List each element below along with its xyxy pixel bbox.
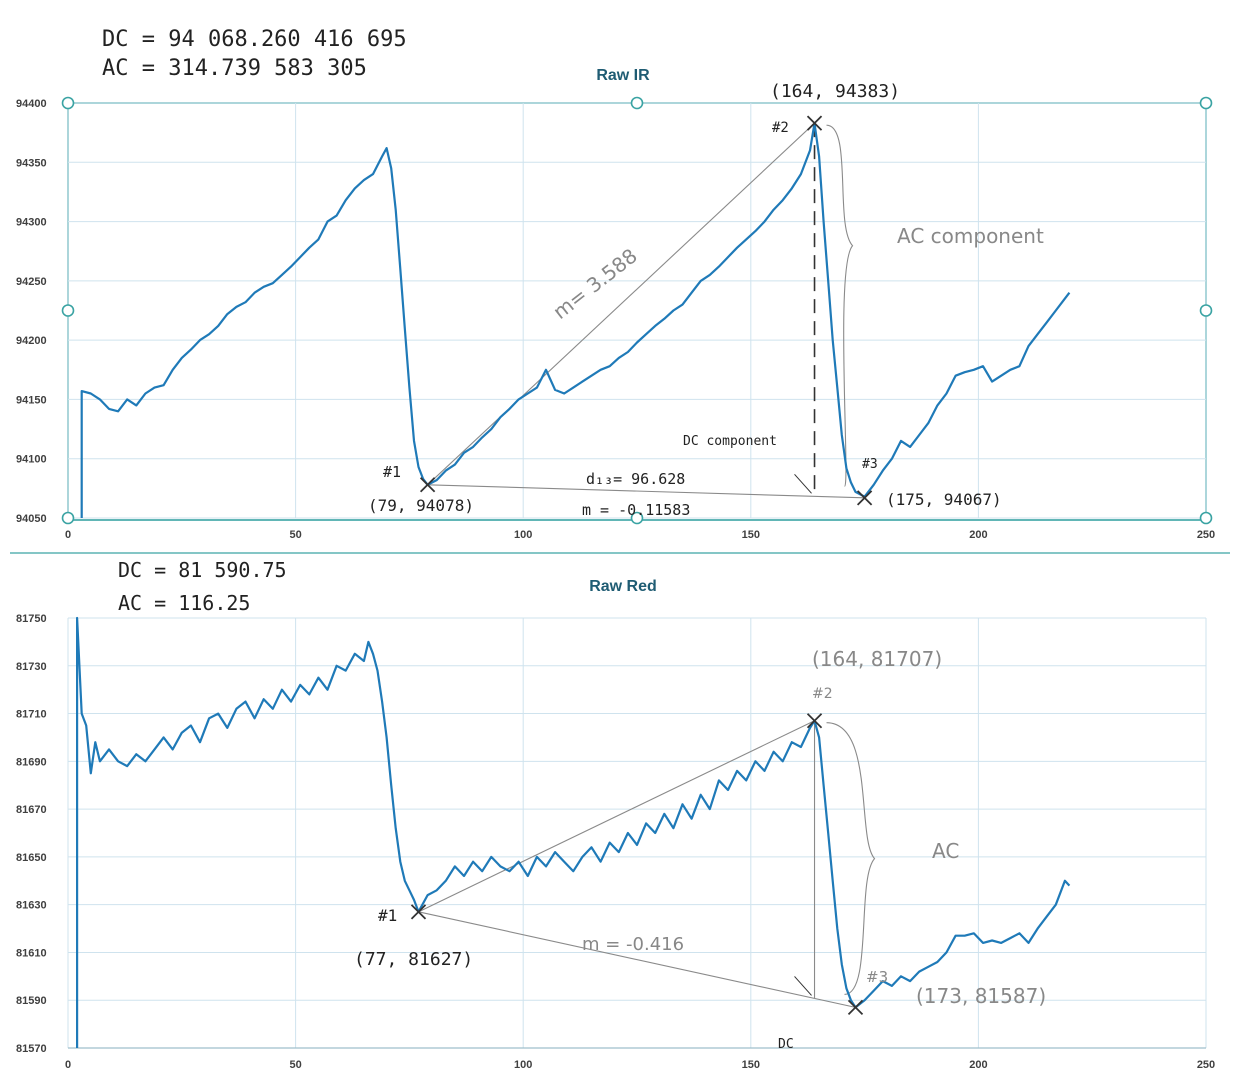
red-x-tick-label: 150 bbox=[742, 1059, 760, 1071]
red-point2-label: #2 bbox=[812, 686, 833, 702]
ir-x-tick-label: 150 bbox=[742, 529, 760, 541]
ir-y-tick-label: 94050 bbox=[16, 513, 47, 525]
red-point-marks bbox=[410, 713, 864, 1016]
ir-y-tick-label: 94200 bbox=[16, 335, 47, 347]
red-y-tick-label: 81590 bbox=[16, 995, 47, 1007]
red-chart: 81570 81590 81610 81630 81650 81670 81690 81710… bbox=[10, 552, 1230, 1071]
red-x-tick-label: 0 bbox=[65, 1059, 71, 1071]
ir-y-tick-label: 94400 bbox=[16, 98, 47, 110]
red-chart-title: Raw Red bbox=[589, 578, 657, 595]
ir-y-tick-label: 94250 bbox=[16, 276, 47, 288]
ir-frame-handle[interactable] bbox=[630, 96, 644, 110]
ir-dc-value: DC = 94 068.260 416 695 bbox=[102, 27, 407, 52]
ir-ac-brace bbox=[826, 124, 854, 487]
ir-mark-point-2 bbox=[806, 115, 823, 131]
ir-frame-handle[interactable] bbox=[61, 304, 75, 317]
ir-chart-frame[interactable] bbox=[67, 102, 1207, 521]
red-dc-arrow bbox=[794, 976, 812, 996]
ir-chart: 94050 94100 94150 94200 94250 94300 94350 94400… bbox=[16, 27, 1215, 541]
red-x-tick-label: 250 bbox=[1197, 1059, 1215, 1071]
ir-ac-component: AC component bbox=[897, 224, 1044, 248]
ir-x-tick-label: 0 bbox=[65, 529, 71, 541]
ir-chart-title: Raw IR bbox=[596, 67, 650, 84]
red-slope-base: m = -0.416 bbox=[582, 934, 684, 955]
ir-y-tick-label: 94100 bbox=[16, 454, 47, 466]
ir-mark-point-3 bbox=[856, 490, 873, 506]
ir-x-tick-labels: 0 50 100 150 200 250 bbox=[65, 529, 1215, 541]
red-point3-label: #3 bbox=[866, 968, 888, 986]
red-point3-coords: (173, 81587) bbox=[916, 984, 1046, 1008]
ir-x-tick-label: 250 bbox=[1197, 529, 1215, 541]
red-point2-coords: (164, 81707) bbox=[812, 647, 942, 671]
red-dc-value: DC = 81 590.75 bbox=[118, 558, 287, 582]
ir-point-marks bbox=[419, 115, 873, 506]
ir-series-line bbox=[80, 122, 1071, 518]
red-mark-point-1 bbox=[410, 904, 427, 920]
red-gridlines bbox=[67, 617, 1207, 1049]
ir-point1-label: #1 bbox=[383, 463, 401, 481]
red-y-tick-label: 81690 bbox=[16, 756, 47, 768]
ir-point1-coords: (79, 94078) bbox=[368, 496, 474, 515]
red-mark-point-3 bbox=[847, 999, 864, 1016]
red-y-tick-labels: 81570 81590 81610 81630 81650 81670 81690 81710… bbox=[16, 613, 47, 1055]
ir-ac-value: AC = 314.739 583 305 bbox=[102, 56, 367, 81]
red-x-tick-label: 100 bbox=[514, 1059, 532, 1071]
ir-dc-component: DC component bbox=[683, 434, 777, 449]
ir-baseline bbox=[427, 484, 865, 499]
red-point1-label: #1 bbox=[378, 906, 397, 925]
ir-point2-label: #2 bbox=[772, 120, 789, 136]
ir-frame-handles[interactable] bbox=[61, 96, 1213, 525]
ir-mark-point-1 bbox=[419, 477, 436, 493]
ir-point3-label: #3 bbox=[862, 457, 878, 472]
ir-point2-coords: (164, 94383) bbox=[770, 81, 900, 102]
ir-slope-base: m = -0.11583 bbox=[582, 501, 690, 519]
ir-frame-handle[interactable] bbox=[630, 511, 644, 525]
ir-frame-handle[interactable] bbox=[61, 511, 75, 525]
ir-x-tick-label: 200 bbox=[969, 529, 987, 541]
ir-frame-handle[interactable] bbox=[61, 96, 75, 110]
red-y-tick-label: 81730 bbox=[16, 661, 47, 673]
red-y-tick-label: 81750 bbox=[16, 613, 47, 625]
ir-y-tick-label: 94150 bbox=[16, 394, 47, 406]
red-y-tick-label: 81670 bbox=[16, 804, 47, 816]
ir-dc-arrow bbox=[794, 474, 812, 494]
ir-slope-rise: m= 3.588 bbox=[548, 244, 641, 324]
red-annotation-lines bbox=[418, 720, 876, 1008]
red-ac-component: AC bbox=[932, 839, 959, 863]
ir-point3-coords: (175, 94067) bbox=[886, 490, 1002, 509]
red-x-tick-label: 50 bbox=[289, 1059, 301, 1071]
ir-annotation-lines bbox=[427, 122, 865, 499]
ir-y-tick-label: 94350 bbox=[16, 157, 47, 169]
ir-y-tick-label: 94300 bbox=[16, 217, 47, 229]
red-y-tick-label: 81570 bbox=[16, 1043, 47, 1055]
ir-frame-handle[interactable] bbox=[1199, 511, 1213, 525]
red-ac-brace bbox=[826, 722, 876, 995]
red-baseline bbox=[418, 911, 856, 1008]
red-x-tick-label: 200 bbox=[969, 1059, 987, 1071]
red-mark-point-2 bbox=[806, 713, 823, 729]
ir-y-tick-labels: 94050 94100 94150 94200 94250 94300 94350 94400 bbox=[16, 98, 47, 525]
red-dc-component: DC bbox=[778, 1037, 794, 1052]
red-y-tick-label: 81650 bbox=[16, 852, 47, 864]
ir-x-tick-label: 50 bbox=[289, 529, 301, 541]
red-y-tick-label: 81630 bbox=[16, 900, 47, 912]
ir-slope-line-rise bbox=[427, 122, 815, 486]
red-point1-coords: (77, 81627) bbox=[354, 949, 473, 970]
ir-frame-handle[interactable] bbox=[1199, 304, 1213, 317]
ir-distance: d₁₃= 96.628 bbox=[586, 470, 685, 488]
ir-frame-handle[interactable] bbox=[1199, 96, 1213, 110]
red-series-line bbox=[76, 616, 1071, 1048]
red-x-tick-labels: 0 50 100 150 200 250 bbox=[65, 1059, 1215, 1071]
red-ac-value: AC = 116.25 bbox=[118, 591, 250, 615]
red-y-tick-label: 81610 bbox=[16, 947, 47, 959]
red-y-tick-label: 81710 bbox=[16, 709, 47, 721]
ir-gridlines bbox=[67, 102, 1207, 519]
ir-x-tick-label: 100 bbox=[514, 529, 532, 541]
red-slope-line-rise bbox=[418, 720, 815, 913]
